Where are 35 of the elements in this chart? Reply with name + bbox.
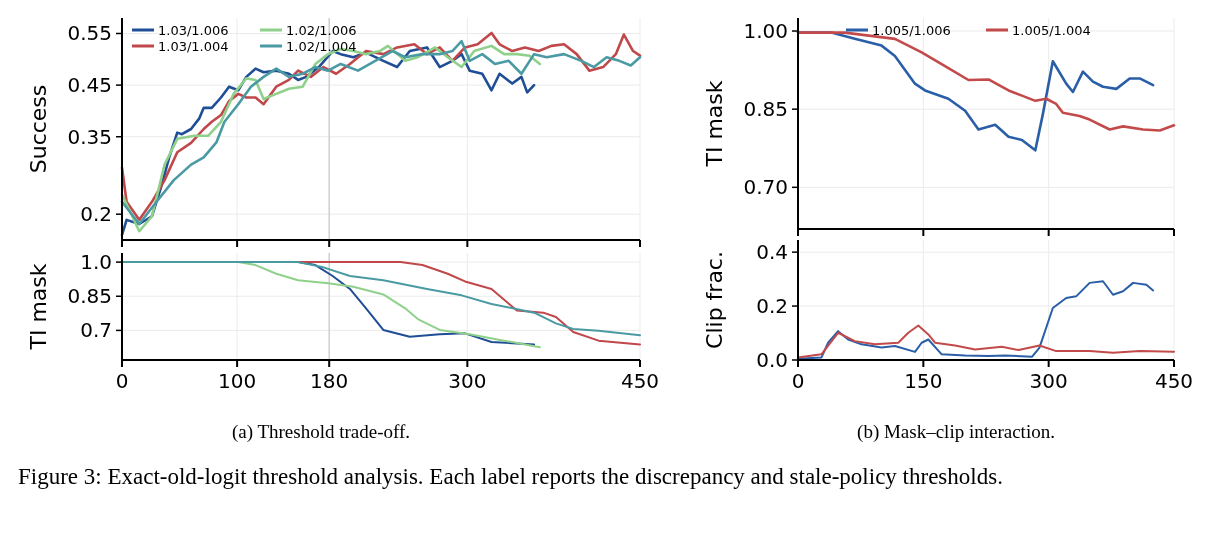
y-tick-label: 0.7 [80, 318, 112, 343]
x-tick-label: 450 [1154, 369, 1194, 393]
text: (b) Mask–clip interaction. [857, 421, 1055, 443]
y-axis-title: TI mask [702, 80, 727, 168]
y-tick-label: 0.70 [743, 175, 788, 200]
legend-label: 1.02/1.006 [286, 23, 357, 38]
legend-label: 1.03/1.004 [158, 39, 229, 54]
y-tick-label: 0.0 [756, 348, 788, 372]
legend-label: 1.005/1.006 [872, 23, 951, 38]
y-axis-title: TI mask [26, 263, 51, 351]
x-tick-label: 450 [620, 369, 660, 393]
caption: Figure 3: Exact-old-logit threshold analysis. Each label reports the discrepancy and stale-policy thresholds. [17, 463, 1004, 490]
legend-label: 1.02/1.004 [286, 39, 357, 54]
y-tick-label: 0.4 [756, 240, 788, 265]
legend-label: 1.005/1.004 [1012, 23, 1091, 38]
y-tick-label: 0.45 [67, 73, 112, 98]
x-tick-label: 180 [310, 369, 349, 393]
y-tick-label: 1.00 [743, 19, 788, 44]
x-tick-label: 300 [1029, 369, 1068, 393]
y-tick-label: 1.0 [80, 250, 112, 275]
y-axis-title: Clip frac. [702, 251, 727, 349]
x-tick-label: 300 [448, 369, 487, 393]
y-tick-label: 0.85 [743, 97, 788, 122]
x-tick-label: 100 [218, 369, 257, 393]
x-tick-label: 0 [115, 369, 129, 393]
y-tick-label: 0.55 [67, 21, 112, 46]
y-axis-title: Success [26, 84, 51, 174]
y-tick-label: 0.2 [80, 202, 112, 227]
y-tick-label: 0.35 [67, 124, 112, 149]
text: (a) Threshold trade-off. [231, 421, 411, 443]
x-tick-label: 150 [904, 369, 943, 393]
y-tick-label: 0.2 [756, 294, 788, 319]
x-tick-label: 0 [791, 369, 805, 393]
legend-label: 1.03/1.006 [158, 23, 229, 38]
y-tick-label: 0.85 [67, 284, 112, 309]
